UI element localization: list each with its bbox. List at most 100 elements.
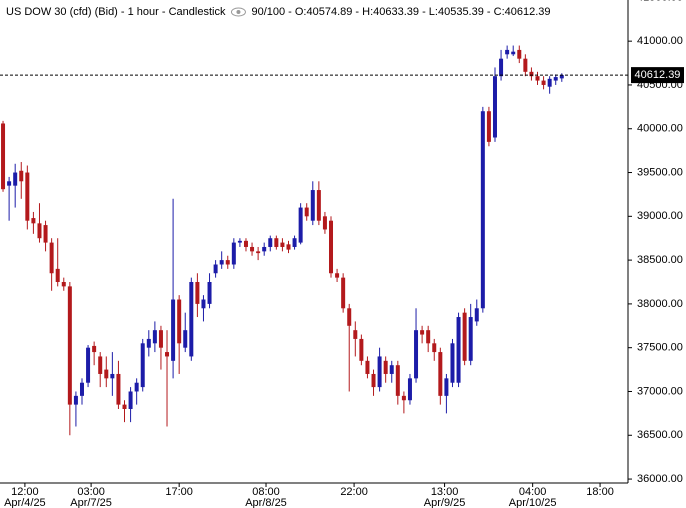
candle-body bbox=[341, 277, 346, 309]
ohlc-legend: 90/100 - O:40574.89 - H:40633.39 - L:405… bbox=[251, 6, 550, 18]
candle bbox=[505, 45, 510, 59]
candle-body bbox=[559, 75, 564, 79]
candle bbox=[456, 312, 461, 388]
candle-body bbox=[146, 338, 151, 348]
candle-body bbox=[292, 238, 297, 247]
candle-body bbox=[450, 343, 455, 383]
candle bbox=[19, 162, 24, 199]
candle-body bbox=[250, 246, 255, 252]
candle-body bbox=[25, 172, 30, 221]
candle bbox=[389, 360, 394, 383]
candle-body bbox=[274, 238, 279, 247]
candle-body bbox=[420, 330, 425, 335]
candle-body bbox=[104, 369, 109, 379]
candle bbox=[49, 238, 54, 291]
candle-body bbox=[183, 330, 188, 348]
candle bbox=[298, 203, 303, 245]
candle bbox=[401, 391, 406, 414]
candle-body bbox=[49, 242, 54, 274]
last-price-box bbox=[631, 67, 684, 84]
candle-body bbox=[468, 317, 473, 361]
candle-body bbox=[128, 391, 133, 409]
candle-body bbox=[395, 365, 400, 396]
candle bbox=[116, 360, 121, 409]
candle-body bbox=[219, 260, 224, 265]
candle bbox=[262, 242, 267, 256]
candle bbox=[237, 238, 242, 247]
y-tick-label: 36000.00 bbox=[637, 473, 683, 485]
candle bbox=[492, 67, 497, 142]
candle bbox=[43, 220, 48, 252]
candle-body bbox=[492, 76, 497, 138]
candle bbox=[274, 235, 279, 250]
candle-body bbox=[256, 251, 261, 254]
candle-body bbox=[237, 240, 242, 243]
candle bbox=[468, 303, 473, 366]
candle bbox=[92, 341, 97, 366]
candle-body bbox=[426, 330, 431, 344]
candle-body bbox=[73, 395, 78, 405]
candle-body bbox=[280, 242, 285, 247]
y-tick-label: 37500.00 bbox=[637, 342, 683, 354]
candle bbox=[268, 235, 273, 252]
candle-body bbox=[286, 244, 291, 250]
candle-body bbox=[456, 317, 461, 383]
x-tick-label: 04:00 bbox=[519, 486, 547, 498]
y-tick-label: 39000.00 bbox=[637, 210, 683, 222]
candle-body bbox=[523, 58, 528, 72]
candle-body bbox=[505, 49, 510, 55]
candle-body bbox=[329, 220, 334, 274]
candle bbox=[189, 277, 194, 361]
candle bbox=[529, 67, 534, 81]
candle-body bbox=[61, 282, 66, 287]
candle-body bbox=[177, 299, 182, 344]
candle bbox=[329, 216, 334, 278]
candle bbox=[55, 238, 60, 287]
candle bbox=[86, 345, 91, 388]
candle-body bbox=[158, 330, 163, 348]
candle-body bbox=[195, 282, 200, 304]
candle-body bbox=[359, 338, 364, 361]
candle bbox=[1, 120, 6, 192]
y-tick-label: 37000.00 bbox=[637, 385, 683, 397]
candle-body bbox=[207, 282, 212, 304]
candle bbox=[177, 295, 182, 374]
candle-body bbox=[122, 404, 127, 409]
candle-body bbox=[231, 242, 236, 265]
y-tick-label: 36500.00 bbox=[637, 429, 683, 441]
candle bbox=[359, 334, 364, 366]
candle bbox=[462, 308, 467, 366]
candle-body bbox=[92, 345, 97, 353]
y-tick-label: 41500.00 bbox=[637, 0, 683, 3]
candle-body bbox=[7, 181, 12, 186]
candle bbox=[183, 312, 188, 353]
candle bbox=[286, 240, 291, 254]
candle bbox=[122, 400, 127, 423]
candle-body bbox=[31, 218, 36, 224]
y-tick-label: 40000.00 bbox=[637, 123, 683, 135]
last-price-label: 40612.39 bbox=[635, 69, 681, 81]
candle-body bbox=[407, 378, 412, 401]
candle-body bbox=[110, 373, 115, 379]
candle bbox=[231, 238, 236, 269]
candle-body bbox=[13, 172, 18, 186]
candle bbox=[104, 356, 109, 388]
candle bbox=[207, 273, 212, 309]
candle bbox=[438, 347, 443, 405]
x-tick-label: 13:00 bbox=[431, 486, 459, 498]
plot-area bbox=[1, 45, 564, 436]
candle bbox=[395, 360, 400, 405]
candle bbox=[219, 251, 224, 269]
candle-body bbox=[262, 246, 267, 252]
x-tick-label: 18:00 bbox=[586, 486, 614, 498]
candle bbox=[432, 338, 437, 361]
candle bbox=[7, 176, 12, 221]
candle bbox=[165, 330, 170, 427]
candle-body bbox=[37, 223, 42, 239]
candle-body bbox=[316, 190, 321, 221]
candle bbox=[37, 203, 42, 243]
candle bbox=[280, 238, 285, 252]
candle bbox=[110, 352, 115, 396]
candle bbox=[128, 387, 133, 423]
